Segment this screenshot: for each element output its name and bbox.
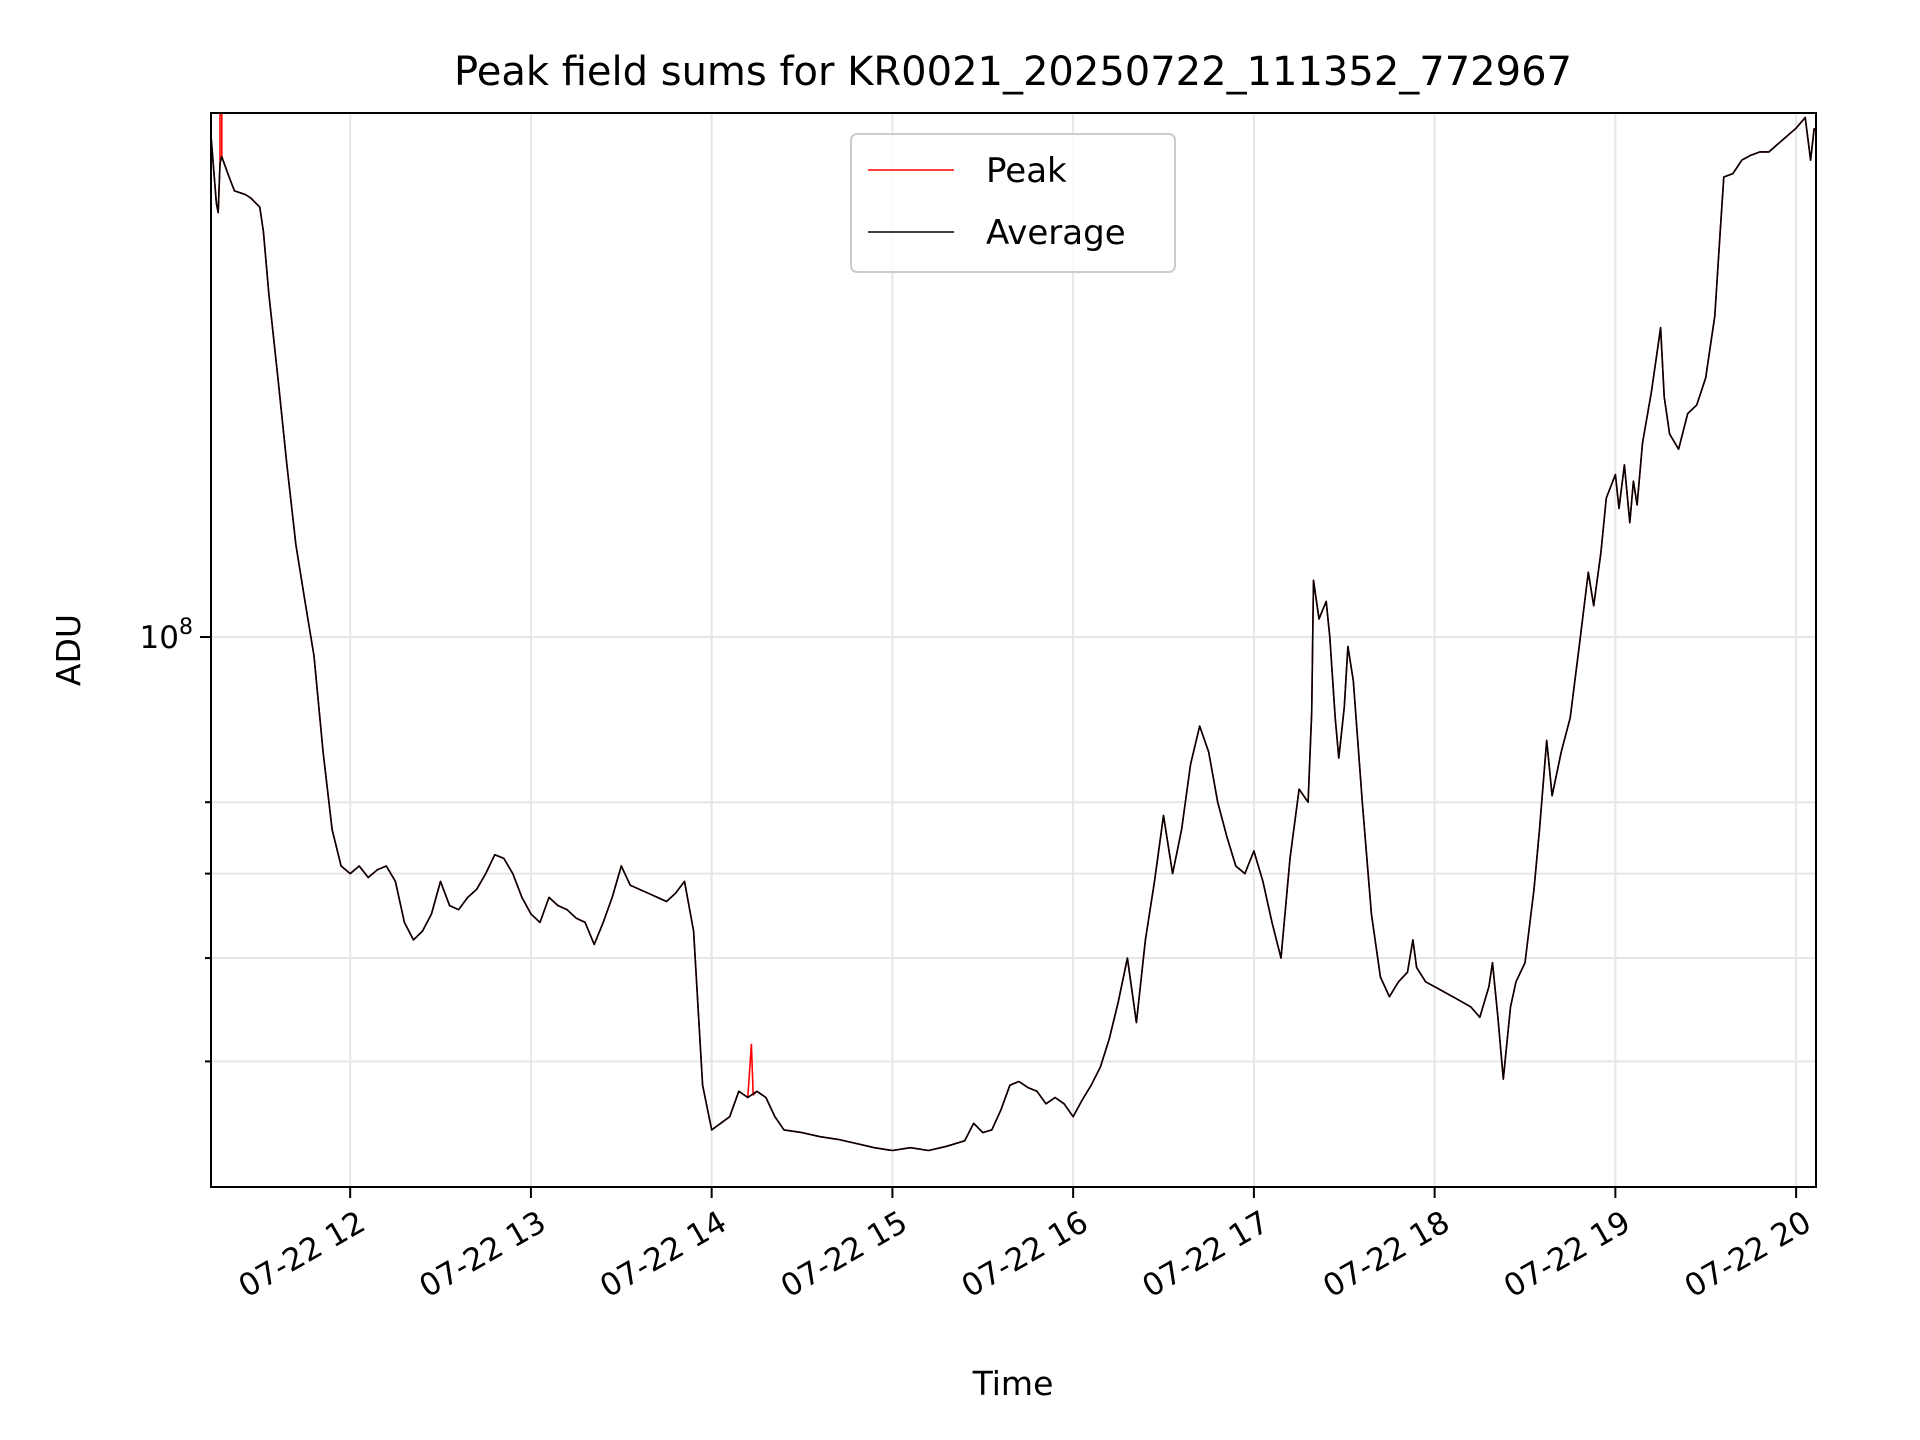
plot-frame (210, 112, 1817, 1188)
chart-title: Peak field sums for KR0021_20250722_1113… (454, 49, 1572, 95)
grid (211, 113, 1816, 1187)
y-axis-label: ADU (49, 614, 88, 686)
x-axis-label: Time (972, 1364, 1054, 1403)
series-line-average (211, 116, 1815, 1152)
legend-box (850, 133, 1176, 273)
legend-label-peak: Peak (986, 151, 1067, 191)
legend: Peak Average (850, 133, 1176, 273)
legend-label-average: Average (986, 213, 1126, 253)
y-tick-label: 108 (140, 615, 193, 656)
y-axis-ticks: 108 (140, 615, 211, 1063)
y-tick-label-base: 10 (140, 620, 179, 656)
y-tick-label-exponent: 8 (179, 615, 193, 640)
series-layer (211, 113, 1815, 1152)
